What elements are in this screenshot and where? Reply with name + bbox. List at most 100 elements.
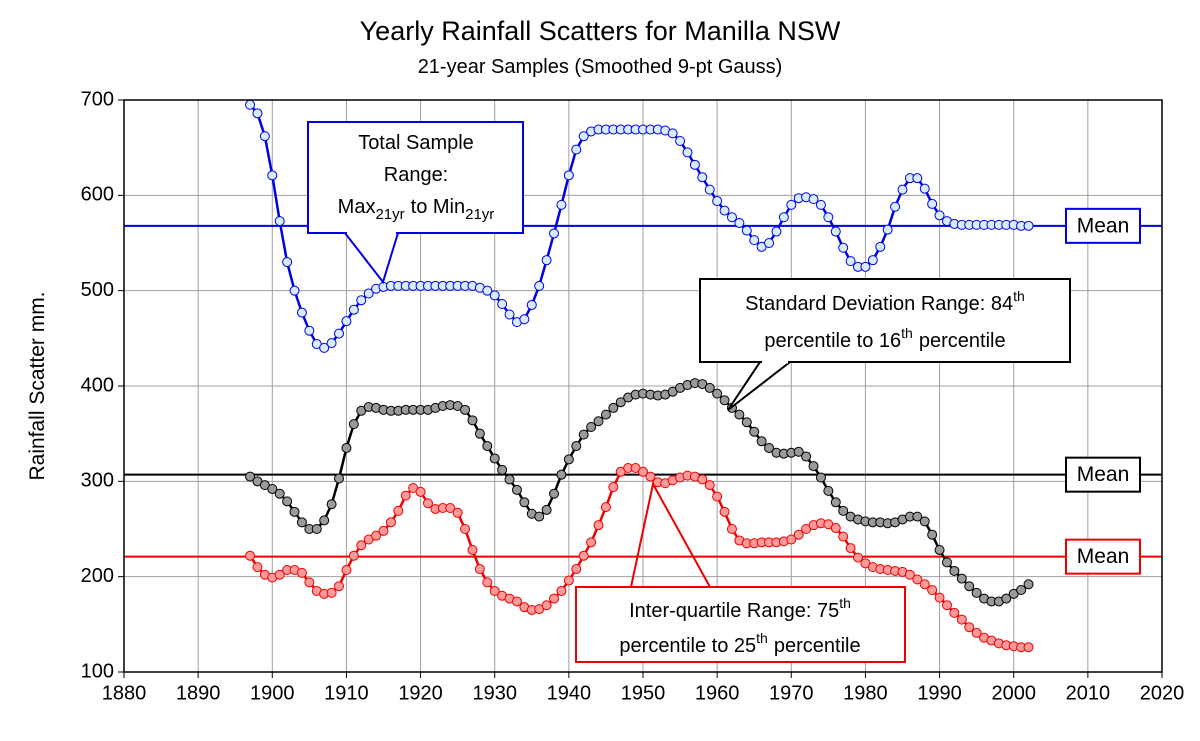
x-tick-label: 1920 [398,682,443,704]
point [571,564,582,575]
point [326,587,337,598]
point [282,257,293,268]
point [311,524,322,534]
point [645,471,656,482]
point [1016,585,1027,596]
point [830,226,841,237]
point [341,316,352,327]
point [460,524,471,534]
point [348,304,359,315]
point [571,144,582,155]
annotation-superscript: th [756,630,768,646]
point [712,491,723,502]
point [815,472,826,483]
point [519,497,530,508]
point [941,557,952,568]
point [563,170,574,181]
point [838,531,849,542]
point [467,415,478,426]
point [474,564,485,575]
point [726,524,737,534]
point [563,575,574,586]
point [556,199,567,210]
annotation-text: Max21yr to Min21yr [338,196,495,223]
point [971,587,982,598]
point [519,314,530,325]
point [682,147,693,158]
point [608,402,619,413]
callout-pointer [630,481,711,588]
mean-label: Mean [1077,463,1130,486]
point [282,496,293,507]
point [667,128,678,139]
point [689,159,700,170]
annotation-text: percentile to 16 [764,330,901,352]
annotation-text: percentile to 25 [619,635,756,657]
point [541,255,552,266]
point [445,503,456,514]
point [927,198,938,209]
point [267,170,278,181]
x-tick-label: 1960 [695,682,740,704]
point [771,226,782,237]
x-tick-label: 1940 [547,682,592,704]
point [326,338,337,349]
annotation-text: Standard Deviation Range: 84th [745,288,1025,315]
point [578,131,589,142]
point [482,285,493,296]
point [704,382,715,393]
point [245,550,256,561]
point [571,441,582,452]
point [245,99,256,110]
mean-label: Mean [1077,214,1130,237]
point [704,184,715,195]
mean-label-box [1065,456,1141,493]
point [941,600,952,611]
point [549,488,560,499]
point [912,511,923,522]
x-tick-label: 2000 [991,682,1036,704]
annotation-sd-range: Standard Deviation Range: 84th percentil… [699,278,1071,411]
y-axis-label: Rainfall Scatter mm. [26,291,49,480]
point [919,579,930,590]
point [741,225,752,236]
point [964,581,975,592]
point [534,511,545,522]
point [912,574,923,585]
x-tick-label: 1980 [843,682,888,704]
point [334,473,345,484]
y-tick-label: 600 [81,184,114,206]
point [348,550,359,561]
annotation-text: Range: [384,164,449,186]
point [712,388,723,399]
x-tick-label: 2020 [1140,682,1185,704]
point [489,453,500,464]
point [719,205,730,216]
point [838,242,849,253]
point [593,520,604,531]
annotation-subscript: 21yr [465,206,494,223]
point [511,596,522,607]
point [726,212,737,223]
point [734,409,745,420]
point [474,428,485,439]
annotation-text: Total Sample [358,132,474,154]
annotation-text: percentile to 25th percentile [619,630,860,657]
point [541,600,552,611]
point [526,299,537,310]
chart-subtitle: 21-year Samples (Smoothed 9-pt Gauss) [418,56,783,78]
point [482,577,493,588]
x-tick-label: 1910 [324,682,369,704]
point [956,614,967,625]
point [393,505,404,516]
point [860,261,871,272]
point [675,135,686,146]
point [815,199,826,210]
point [549,593,560,604]
point [934,544,945,555]
point [956,573,967,584]
annotation-text: Max [338,196,376,218]
point [927,529,938,540]
point [296,307,307,318]
callout-pointer [344,232,399,285]
